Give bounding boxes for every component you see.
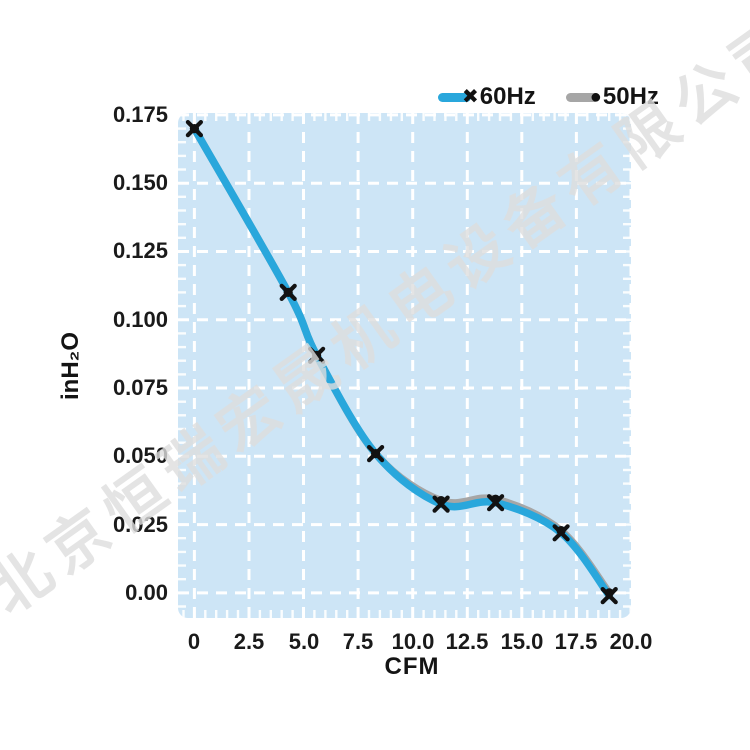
x-tick-label: 12.5 xyxy=(445,629,489,654)
y-tick-label: 0.075 xyxy=(112,375,168,400)
x-marker-icon: ✖ xyxy=(462,86,479,108)
data-marker-x-center xyxy=(606,593,612,599)
x-tick-label: 0 xyxy=(187,629,201,654)
x-tick-label: 17.5 xyxy=(554,629,598,654)
legend-label-50hz: 50Hz xyxy=(602,83,659,110)
data-marker-x-center xyxy=(558,530,564,536)
dot-marker-icon: ● xyxy=(589,86,602,108)
x-tick-label: 7.5 xyxy=(342,629,374,654)
data-marker-x-center xyxy=(191,126,197,132)
x-tick-label: 20.0 xyxy=(609,629,653,654)
legend-item-50hz: ● 50Hz xyxy=(565,83,659,111)
x-tick-label: 2.5 xyxy=(233,629,265,654)
y-tick-label: 0.175 xyxy=(112,102,168,127)
chart-canvas xyxy=(178,113,631,618)
data-marker-x-center xyxy=(493,500,499,506)
plot-area xyxy=(178,113,631,618)
y-tick-label: 0.050 xyxy=(112,443,168,468)
x-axis-label: CFM xyxy=(384,653,440,680)
y-tick-label: 0.00 xyxy=(125,580,168,605)
x-tick-label: 10.0 xyxy=(391,629,435,654)
y-axis-label: inH₂O xyxy=(57,332,84,400)
legend: ✖ 60Hz ● 50Hz xyxy=(438,83,659,111)
legend-swatch-60hz xyxy=(438,92,471,102)
y-tick-label: 0.100 xyxy=(112,307,168,332)
data-marker-x-center xyxy=(438,501,444,507)
x-tick-label: 15.0 xyxy=(500,629,544,654)
y-tick-label: 0.125 xyxy=(112,238,168,263)
x-tick-label: 5.0 xyxy=(288,629,320,654)
data-marker-x-center xyxy=(285,289,291,295)
data-marker-x-center xyxy=(314,352,320,358)
y-tick-label: 0.150 xyxy=(112,170,168,195)
legend-swatch-50hz xyxy=(565,92,599,102)
data-marker-x-center xyxy=(373,451,379,457)
legend-item-60hz: ✖ 60Hz xyxy=(438,83,536,111)
y-tick-label: 0.025 xyxy=(112,512,168,537)
legend-label-60hz: 60Hz xyxy=(479,83,536,110)
